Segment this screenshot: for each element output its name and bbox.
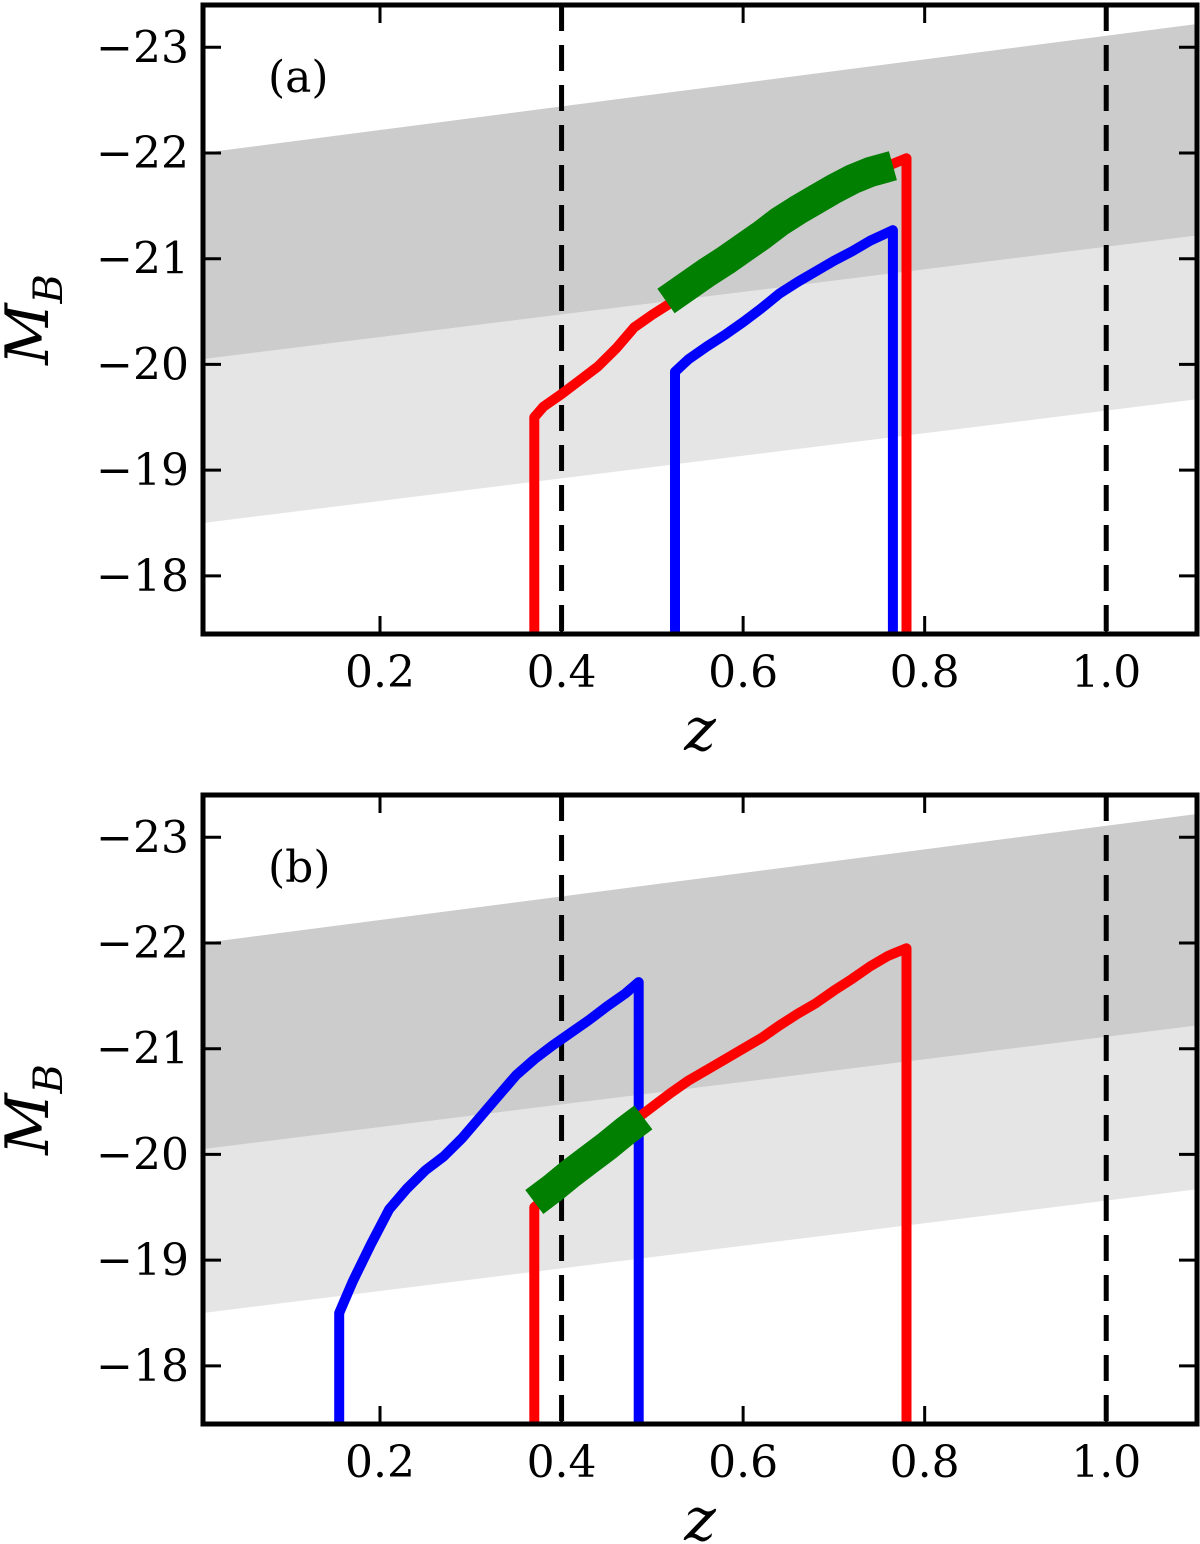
x-tick-label: 0.8	[890, 1437, 960, 1488]
shaded-band	[203, 235, 1197, 523]
x-tick-label: 0.4	[527, 1437, 597, 1488]
y-axis-label-main: M	[0, 302, 63, 366]
plot-area	[203, 795, 1197, 1424]
y-axis-label-main: M	[0, 1092, 63, 1156]
x-axis-label: z	[683, 695, 716, 765]
x-tick-label: 1.0	[1071, 1437, 1141, 1488]
y-tick-label: −21	[96, 234, 189, 285]
y-tick-label: −22	[96, 918, 189, 969]
green-series-line	[525, 1105, 653, 1214]
x-tick-label: 0.4	[527, 647, 597, 698]
shaded-band	[203, 1025, 1197, 1313]
axes-frame	[200, 792, 1200, 1427]
panel-label: (a)	[268, 52, 329, 103]
shaded-band	[203, 24, 1197, 360]
y-tick-label: −18	[96, 1341, 189, 1392]
panel-label: (b)	[268, 842, 331, 893]
y-axis-label-subscript: B	[26, 1064, 72, 1094]
blue-series-line	[670, 225, 898, 634]
x-axis-label: z	[683, 1485, 716, 1544]
axes-frame	[200, 2, 1200, 637]
y-tick-label: −19	[96, 1235, 189, 1286]
x-tick-label: 1.0	[1071, 647, 1141, 698]
chart-panel-b: 0.2 0.4 0.6 0.8 1.0 −23 −22 −21 −20 −19 −18 (b) z MB	[0, 792, 1200, 1544]
plot-area	[203, 5, 1197, 634]
y-tick-label: −20	[96, 339, 189, 390]
chart-panel-a: 0.2 0.4 0.6 0.8 1.0 −23 −22 −21 −20 −19 −18 (a) z MB	[0, 2, 1200, 765]
x-tick-label: 0.6	[708, 647, 778, 698]
y-tick-label: −20	[96, 1129, 189, 1180]
y-tick-label: −23	[96, 22, 189, 73]
y-tick-label: −19	[96, 445, 189, 496]
y-tick-label: −18	[96, 551, 189, 602]
shaded-band	[203, 814, 1197, 1150]
x-tick-label: 0.2	[345, 1437, 415, 1488]
green-series-line	[657, 151, 897, 314]
y-tick-label: −21	[96, 1024, 189, 1075]
blue-series-line	[334, 977, 644, 1424]
y-axis-label: MB	[0, 1064, 72, 1156]
y-axis-label-subscript: B	[26, 274, 72, 304]
x-tick-label: 0.8	[890, 647, 960, 698]
y-tick-label: −23	[96, 812, 189, 863]
y-axis-label: MB	[0, 274, 72, 366]
x-tick-label: 0.2	[345, 647, 415, 698]
y-tick-label: −22	[96, 128, 189, 179]
x-tick-label: 0.6	[708, 1437, 778, 1488]
